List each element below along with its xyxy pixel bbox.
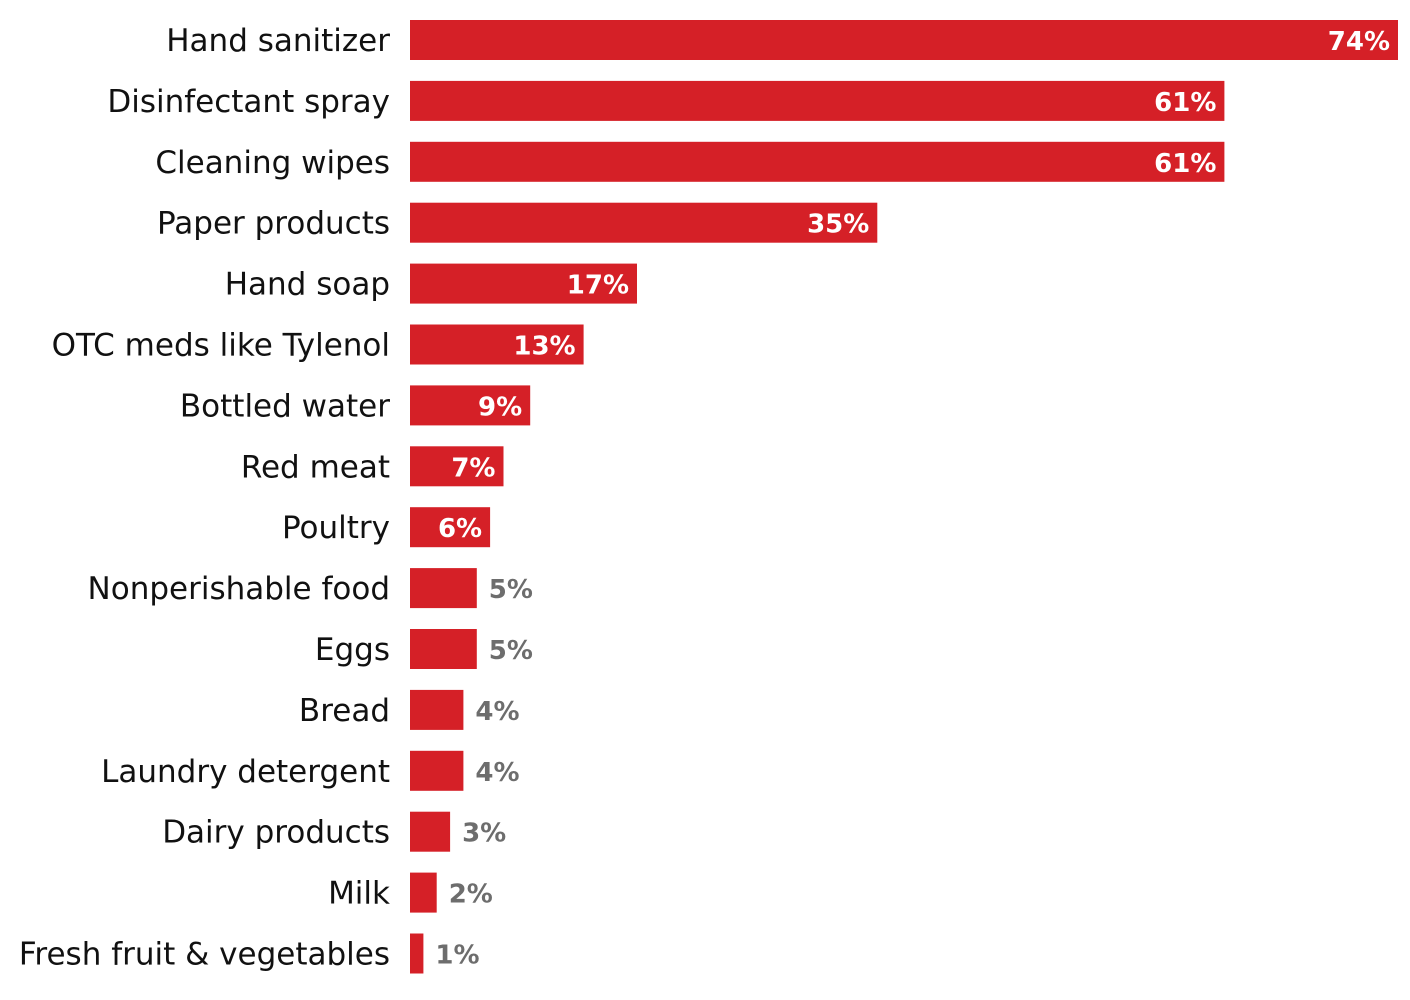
bar [410, 750, 464, 791]
category-label: Fresh fruit & vegetables [19, 937, 390, 973]
category-label: OTC meds like Tylenol [52, 328, 390, 364]
value-label: 2% [449, 880, 493, 910]
value-label: 4% [475, 758, 519, 788]
bar [410, 324, 584, 365]
bar [410, 568, 477, 609]
category-label: Laundry detergent [101, 754, 390, 790]
value-label: 5% [489, 636, 533, 666]
category-label: Bread [299, 693, 390, 729]
category-label: Eggs [315, 632, 390, 668]
bar [410, 20, 1398, 60]
bar [410, 141, 1225, 182]
category-label: Hand soap [225, 267, 390, 303]
bar [410, 446, 504, 487]
value-label: 3% [462, 819, 506, 849]
category-label: Paper products [157, 206, 390, 242]
value-label: 74% [1328, 27, 1390, 57]
value-label: 9% [478, 392, 522, 422]
category-label: Red meat [241, 449, 390, 485]
bar [410, 872, 437, 913]
category-label: Dairy products [162, 815, 390, 851]
category-label: Hand sanitizer [166, 23, 390, 59]
category-label: Poultry [282, 510, 390, 546]
value-label: 35% [807, 210, 869, 240]
value-label: 4% [475, 697, 519, 727]
bar [410, 507, 491, 548]
value-label: 5% [489, 575, 533, 605]
bar [410, 689, 464, 730]
category-label: Milk [328, 876, 390, 912]
value-label: 1% [435, 941, 479, 971]
bar [410, 80, 1225, 121]
bar [410, 811, 451, 852]
value-label: 6% [438, 514, 482, 544]
category-label: Nonperishable food [88, 571, 390, 607]
value-label: 61% [1154, 149, 1216, 179]
value-label: 61% [1154, 88, 1216, 118]
category-label: Bottled water [180, 388, 390, 424]
bar [410, 933, 424, 974]
bar [410, 629, 477, 669]
category-label: Cleaning wipes [155, 145, 390, 181]
value-label: 17% [567, 271, 629, 301]
value-label: 13% [513, 332, 575, 362]
value-label: 7% [451, 453, 495, 483]
chart-rows: Hand sanitizer 74% Disinfectant spray 61% Cl… [19, 20, 1398, 974]
bar [410, 385, 531, 426]
category-label: Disinfectant spray [107, 84, 390, 120]
bar [410, 202, 878, 243]
bar [410, 263, 637, 304]
